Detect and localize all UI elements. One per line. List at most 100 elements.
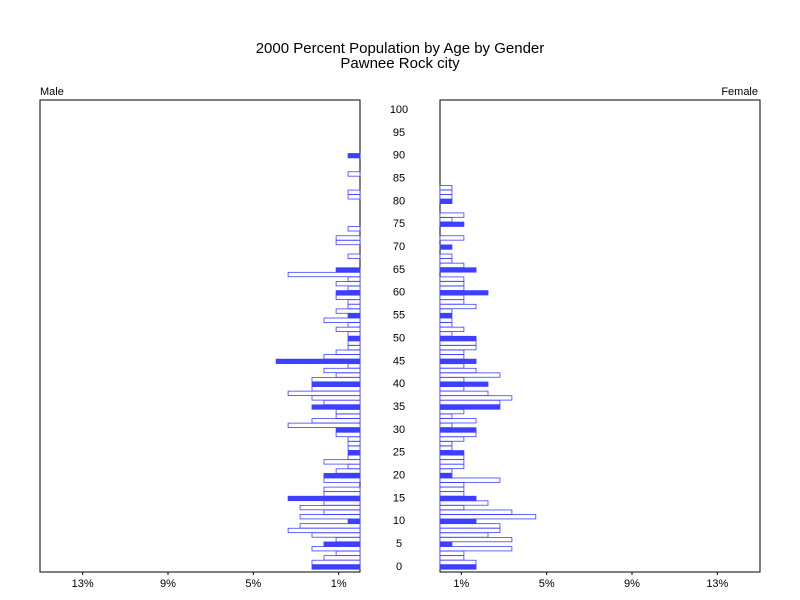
bar xyxy=(335,427,361,433)
bar xyxy=(311,404,361,410)
bar xyxy=(439,363,465,369)
bar xyxy=(439,303,477,310)
bar xyxy=(335,349,361,355)
age-label: 15 xyxy=(393,492,405,504)
bar xyxy=(439,308,453,314)
bar xyxy=(347,340,361,346)
bar xyxy=(439,372,501,378)
bar xyxy=(439,262,465,268)
panel-label: Female xyxy=(721,86,758,98)
bar xyxy=(311,546,361,552)
age-label: 90 xyxy=(393,150,405,162)
age-label: 60 xyxy=(393,287,405,299)
bar xyxy=(439,367,477,374)
bar xyxy=(439,189,453,195)
bar xyxy=(439,500,489,506)
bar xyxy=(439,422,453,428)
bar xyxy=(439,326,465,332)
x-tick-label: 5% xyxy=(539,578,555,590)
bar xyxy=(439,235,465,241)
bar xyxy=(335,235,361,241)
bar xyxy=(439,436,465,442)
bar xyxy=(439,377,465,383)
bar xyxy=(323,541,361,547)
bar xyxy=(299,514,361,520)
bar xyxy=(439,399,501,406)
bar xyxy=(439,450,465,456)
bar xyxy=(323,500,361,506)
age-label: 30 xyxy=(393,424,405,436)
age-label: 95 xyxy=(393,127,405,139)
bar xyxy=(439,454,465,460)
panel-label: Male xyxy=(40,86,64,98)
bar xyxy=(323,491,361,497)
bar xyxy=(439,495,477,502)
bar xyxy=(439,386,465,392)
age-label: 100 xyxy=(390,104,408,116)
bar xyxy=(439,331,453,337)
bar xyxy=(275,358,361,364)
bar xyxy=(439,427,477,433)
bar xyxy=(335,468,361,474)
age-label: 80 xyxy=(393,195,405,207)
bar xyxy=(439,198,453,204)
bar xyxy=(311,418,361,424)
bar xyxy=(347,299,361,305)
bar xyxy=(323,477,361,483)
bar xyxy=(347,335,361,342)
x-tick-label: 1% xyxy=(453,578,469,590)
bar xyxy=(439,395,513,401)
bar xyxy=(439,335,477,342)
bar xyxy=(287,271,361,278)
bar xyxy=(323,555,361,561)
bar xyxy=(439,212,465,218)
bar xyxy=(323,317,361,323)
bar xyxy=(439,322,453,328)
bar xyxy=(347,454,361,460)
bar xyxy=(439,527,501,534)
age-label: 40 xyxy=(393,378,405,390)
bar xyxy=(347,171,361,177)
bar xyxy=(311,532,361,538)
age-label: 50 xyxy=(393,332,405,344)
age-label: 65 xyxy=(393,264,405,276)
age-label: 75 xyxy=(393,218,405,230)
bar xyxy=(439,431,477,438)
bar xyxy=(335,281,361,287)
bar xyxy=(439,541,453,547)
x-tick-label: 13% xyxy=(72,578,94,590)
bar xyxy=(335,550,361,556)
bar xyxy=(439,564,477,570)
bar xyxy=(323,399,361,406)
bar xyxy=(439,459,465,465)
bar xyxy=(347,226,361,232)
bar xyxy=(439,221,465,227)
bar xyxy=(439,555,465,561)
bar xyxy=(335,267,361,273)
bar xyxy=(439,491,465,497)
bar xyxy=(439,194,453,200)
bar xyxy=(439,276,465,282)
x-tick-label: 13% xyxy=(706,578,728,590)
bar xyxy=(439,290,489,296)
bar xyxy=(347,463,361,470)
bar xyxy=(347,285,361,291)
male-panel xyxy=(39,99,361,573)
bar xyxy=(323,354,361,360)
bar xyxy=(311,381,361,387)
bar xyxy=(439,472,453,479)
bar xyxy=(439,504,465,511)
age-label: 85 xyxy=(393,172,405,184)
x-tick-label: 9% xyxy=(160,578,176,590)
bar xyxy=(439,463,465,470)
bar xyxy=(335,294,361,300)
bar xyxy=(287,390,361,396)
bar xyxy=(439,486,465,492)
bar xyxy=(439,550,465,556)
bar xyxy=(439,413,453,419)
bar xyxy=(439,468,453,474)
bar xyxy=(335,431,361,438)
bar xyxy=(323,472,361,479)
bar xyxy=(347,450,361,456)
